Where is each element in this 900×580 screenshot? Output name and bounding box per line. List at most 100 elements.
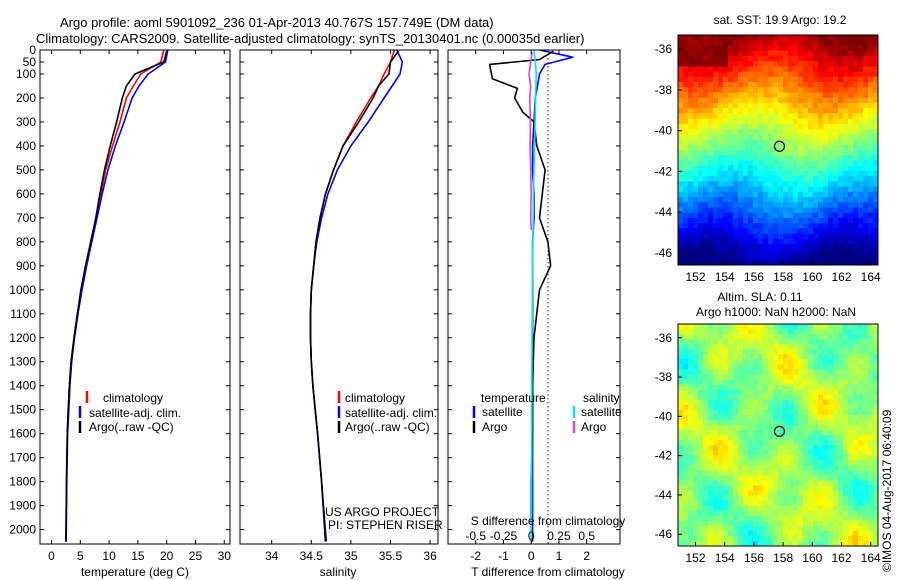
sla-map-cell bbox=[818, 455, 824, 461]
sla-map-cell bbox=[738, 374, 744, 380]
sst-map-cell bbox=[718, 150, 724, 156]
sst-map-cell bbox=[678, 40, 684, 46]
sst-map-cell bbox=[873, 61, 879, 67]
sst-map-cell bbox=[873, 186, 879, 193]
sla-map-cell bbox=[688, 510, 694, 517]
sst-map-cell bbox=[678, 102, 684, 109]
sst-map-cell bbox=[873, 82, 879, 88]
sst-map-cell bbox=[733, 97, 739, 104]
sst-map-cell bbox=[688, 92, 694, 99]
sla-map-cell bbox=[833, 450, 839, 456]
sst-map-cell bbox=[778, 197, 784, 203]
sst-map-cell bbox=[723, 249, 729, 255]
sst-map-cell bbox=[838, 155, 844, 161]
sst-map-cell bbox=[728, 150, 734, 156]
sla-map-cell bbox=[823, 435, 829, 441]
sst-map-cell bbox=[823, 181, 829, 187]
sla-map-cell bbox=[768, 354, 774, 360]
sst-map-panel: sat. SST: 19.9 Argo: 19.2 152 154 156 158 16… bbox=[655, 13, 881, 284]
sst-map-cell bbox=[818, 35, 824, 41]
sla-map-cell bbox=[843, 450, 849, 456]
sla-map-cell bbox=[788, 354, 794, 360]
sst-map-cell bbox=[723, 76, 729, 83]
sst-map-cell bbox=[828, 144, 834, 151]
sla-map-cell bbox=[843, 460, 849, 466]
sla-map-cell bbox=[783, 440, 789, 446]
sst-map-cell bbox=[808, 144, 814, 151]
sla-map-cell bbox=[868, 525, 874, 532]
sla-map-cell bbox=[708, 525, 714, 532]
sst-map-cell bbox=[868, 165, 874, 172]
sst-map-cell bbox=[768, 118, 774, 125]
sla-map-cell bbox=[708, 429, 714, 436]
sla-map-cell bbox=[858, 334, 864, 340]
sla-map-cell bbox=[738, 485, 744, 491]
sst-map-cell bbox=[853, 118, 859, 125]
sst-map-cell bbox=[683, 82, 689, 88]
sla-map-title-line1: Altim. SLA: 0.11 bbox=[717, 290, 802, 304]
sla-map-cell bbox=[728, 364, 734, 370]
sla-map-cell bbox=[733, 414, 739, 421]
sla-map-cell bbox=[738, 515, 744, 522]
sla-map-cell bbox=[713, 354, 719, 360]
sst-map-cell bbox=[868, 82, 874, 88]
sla-map-cell bbox=[868, 505, 874, 512]
sst-map-cell bbox=[678, 191, 684, 198]
sla-map-cell bbox=[703, 374, 709, 380]
sst-map-cell bbox=[783, 92, 789, 99]
sst-map-cell bbox=[843, 123, 849, 130]
sla-map-cell bbox=[718, 399, 724, 406]
sst-map-cell bbox=[773, 191, 779, 198]
sst-map-cell bbox=[788, 238, 794, 245]
sla-map-cell bbox=[798, 414, 804, 421]
sst-map-cell bbox=[708, 160, 714, 167]
depth-tick-label: 1000 bbox=[9, 283, 36, 297]
sst-map-cell bbox=[803, 155, 809, 161]
sst-map-cell bbox=[803, 102, 809, 109]
sla-map-cell bbox=[848, 480, 854, 486]
sla-map-cell bbox=[728, 374, 734, 380]
sla-map-cell bbox=[688, 525, 694, 532]
sla-map-cell bbox=[703, 475, 709, 481]
sla-map-cell bbox=[858, 525, 864, 532]
sla-map-cell bbox=[868, 500, 874, 507]
sst-map-cell bbox=[788, 181, 794, 187]
sla-map-cell bbox=[793, 480, 799, 486]
sst-map-cell bbox=[773, 113, 779, 120]
sla-map-cell bbox=[858, 344, 864, 350]
sst-map-cell bbox=[733, 40, 739, 46]
sst-map-cell bbox=[753, 123, 759, 130]
sst-map-cell bbox=[843, 71, 849, 78]
sst-map-cell bbox=[693, 228, 699, 235]
sla-map-cell bbox=[828, 460, 834, 466]
sla-map-cell bbox=[683, 409, 689, 416]
sla-map-cell bbox=[853, 475, 859, 481]
sla-map-cell bbox=[873, 535, 879, 542]
sst-map-cell bbox=[678, 123, 684, 130]
sla-map-cell bbox=[783, 369, 789, 375]
sst-map-cell bbox=[703, 155, 709, 161]
sst-map-cell bbox=[758, 55, 764, 62]
sst-map-cell bbox=[828, 212, 834, 219]
sst-map-cell bbox=[688, 97, 694, 104]
sla-map-cell bbox=[758, 404, 764, 411]
sst-map-cell bbox=[823, 165, 829, 172]
sst-map-cell bbox=[858, 186, 864, 193]
sla-map-ytick-label: -40 bbox=[655, 409, 673, 423]
sla-map-cell bbox=[698, 354, 704, 360]
sla-map-cell bbox=[858, 540, 864, 547]
sst-map-cell bbox=[758, 186, 764, 193]
sla-map-cell bbox=[793, 520, 799, 527]
sst-map-cell bbox=[873, 181, 879, 187]
sst-map-cell bbox=[823, 102, 829, 109]
sla-map-cell bbox=[798, 364, 804, 370]
sla-map-cell bbox=[678, 530, 684, 537]
sla-map-cell bbox=[748, 369, 754, 375]
sla-map-cell bbox=[823, 414, 829, 421]
sla-map-cell bbox=[758, 445, 764, 451]
sst-map-cell bbox=[748, 259, 754, 266]
sst-map-cell bbox=[838, 40, 844, 46]
sst-map-cell bbox=[803, 259, 809, 266]
sla-map-cell bbox=[713, 409, 719, 416]
sst-map-cell bbox=[678, 186, 684, 193]
